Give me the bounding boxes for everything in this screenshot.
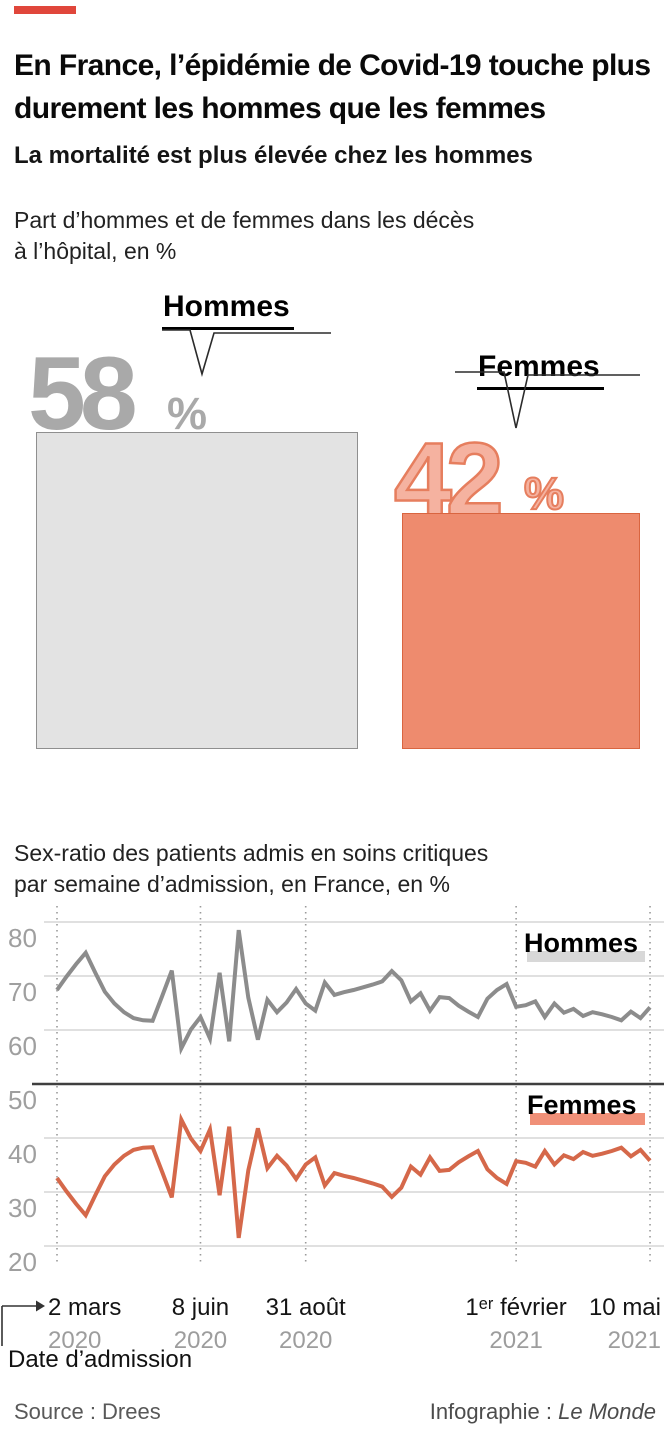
x-tick-year: 2020	[278, 1327, 333, 1354]
x-tick-label-1: 8 juin 2020	[172, 1294, 229, 1355]
mortality-caption: Part d’hommes et de femmes dans les décè…	[14, 205, 634, 267]
hommes-callout-label: Hommes	[162, 290, 294, 330]
y-tick-label-20: 20	[8, 1247, 37, 1277]
accent-bar	[14, 6, 76, 14]
page-subtitle: La mortalité est plus élevée chez les ho…	[14, 141, 533, 169]
y-tick-label-60: 60	[8, 1031, 37, 1061]
callout-bracket-lines	[162, 329, 640, 429]
title-line-1: En France, l’épidémie de Covid-19 touche…	[14, 49, 651, 83]
mortality-caption-line-2: à l’hôpital, en %	[14, 238, 177, 264]
femmes-callout-label: Femmes	[477, 350, 604, 390]
femmes-percent-sign: %	[523, 467, 565, 520]
x-tick-date: 8 juin	[171, 1294, 230, 1321]
x-tick-date: 2 mars	[48, 1294, 122, 1321]
source-credit: Source : Drees	[14, 1399, 161, 1424]
line-chart-svg	[32, 906, 664, 1264]
x-tick-year: 2021	[607, 1327, 661, 1354]
x-tick-date: 31 août	[265, 1294, 346, 1321]
x-tick-date: 10 mai	[588, 1294, 661, 1321]
y-tick-label-80: 80	[8, 923, 37, 953]
y-tick-label-50: 50	[8, 1085, 37, 1115]
x-tick-label-2: 31 août 2020	[266, 1294, 346, 1355]
y-tick-label-70: 70	[8, 977, 37, 1007]
femmes-square	[402, 513, 640, 749]
mortality-caption-line-1: Part d’hommes et de femmes dans les décè…	[14, 207, 475, 233]
sexratio-caption: Sex-ratio des patients admis en soins cr…	[14, 838, 634, 900]
series-line-hommes	[55, 929, 652, 1056]
x-tick-year: 2020	[48, 1327, 102, 1354]
hommes-percent-sign: %	[167, 388, 208, 439]
x-tick-year: 2021	[489, 1327, 543, 1354]
x-tick-label-0: 2 mars 2020	[48, 1294, 121, 1355]
axis-arrow-icon	[1, 1300, 45, 1346]
infography-credit-prefix: Infographie :	[429, 1399, 559, 1424]
x-tick-label-3: 1ᵉʳ février 2021	[465, 1294, 566, 1355]
infography-credit: Infographie : Le Monde	[430, 1399, 656, 1425]
x-tick-label-4: 10 mai 2021	[589, 1294, 661, 1355]
title-line-2: durement les hommes que les femmes	[14, 92, 546, 126]
x-tick-year: 2020	[173, 1327, 228, 1354]
y-tick-label-40: 40	[8, 1139, 37, 1169]
series-line-femmes	[55, 1112, 652, 1239]
femmes-series-label: Femmes	[527, 1090, 637, 1120]
y-tick-label-30: 30	[8, 1193, 37, 1223]
x-tick-date: 1ᵉʳ février	[465, 1294, 567, 1321]
sexratio-caption-line-2: par semaine d’admission, en France, en %	[14, 871, 450, 897]
page-title: En France, l’épidémie de Covid-19 touche…	[14, 44, 654, 130]
hommes-percentage-value: 58	[28, 336, 138, 452]
hommes-square	[36, 432, 358, 749]
infography-credit-name: Le Monde	[558, 1399, 656, 1424]
hommes-series-label: Hommes	[524, 928, 639, 958]
hommes-series-highlight	[527, 951, 645, 962]
femmes-series-highlight	[530, 1113, 645, 1125]
sexratio-caption-line-1: Sex-ratio des patients admis en soins cr…	[14, 840, 489, 866]
xaxis-annotation: Date d’admission	[8, 1346, 193, 1373]
